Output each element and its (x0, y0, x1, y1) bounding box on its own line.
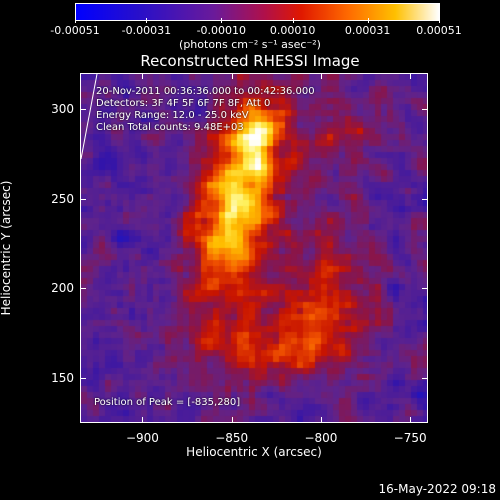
chart-title: Reconstructed RHESSI Image (140, 52, 360, 70)
x-tickmark (231, 73, 233, 79)
colorbar-tick-label: 0.00051 (416, 24, 462, 37)
colorbar-tickmark (439, 18, 440, 23)
footer-timestamp: 16-May-2022 09:18 (378, 482, 496, 496)
plot-area: 20-Nov-2011 00:36:36.000 to 00:42:36.000… (80, 73, 428, 423)
x-axis-label: Heliocentric X (arcsec) (186, 445, 322, 459)
y-axis-label: Heliocentric Y (arcsec) (0, 180, 13, 316)
colorbar-tick-label: -0.00031 (121, 24, 172, 37)
x-tick-label: −850 (215, 431, 249, 445)
y-tickmark (422, 288, 428, 290)
y-tick-label: 300 (51, 101, 74, 116)
y-tickmark (422, 198, 428, 200)
annotation-detectors: Detectors: 3F 4F 5F 6F 7F 8F, Att 0 (96, 98, 271, 109)
colorbar-tickmark (292, 18, 294, 23)
y-tick-label: 200 (51, 281, 74, 296)
annotation-time-range: 20-Nov-2011 00:36:36.000 to 00:42:36.000 (96, 86, 315, 97)
colorbar-tickmark (146, 18, 148, 23)
x-tickmark (320, 417, 322, 423)
colorbar-tickmark (367, 18, 369, 23)
colorbar-units: (photons cm⁻² s⁻¹ asec⁻²) (179, 38, 321, 51)
colorbar-tick-label: 0.00031 (344, 24, 391, 37)
y-tickmark (422, 108, 428, 110)
annotation-clean-counts: Clean Total counts: 9.48E+03 (96, 122, 244, 133)
y-tickmark (80, 108, 86, 110)
colorbar-tickmark (75, 18, 76, 23)
x-tickmark (231, 417, 233, 423)
x-tick-label: −800 (304, 431, 338, 445)
y-tick-label: 150 (51, 371, 74, 386)
colorbar-tick-label: 0.00010 (269, 24, 316, 37)
y-tick-label: 250 (51, 191, 74, 206)
x-tickmark (142, 73, 144, 79)
x-tickmark (320, 73, 322, 79)
colorbar-tick-label: -0.00010 (196, 24, 247, 37)
x-tickmark (410, 73, 412, 79)
annotation-peak-position: Position of Peak = [-835,280] (94, 397, 241, 408)
heatmap-image (81, 74, 427, 422)
limb-line (81, 74, 98, 160)
colorbar (75, 3, 440, 21)
annotation-energy-range: Energy Range: 12.0 - 25.0 keV (96, 110, 249, 121)
y-tickmark (80, 378, 86, 380)
x-tickmark (410, 417, 412, 423)
x-tick-label: −750 (393, 431, 427, 445)
colorbar-tick-label: -0.00051 (50, 24, 100, 37)
colorbar-tickmark (221, 18, 223, 23)
x-tickmark (142, 417, 144, 423)
y-tickmark (80, 288, 86, 290)
y-tickmark (80, 198, 86, 200)
colorbar-gradient (76, 4, 439, 20)
x-tick-label: −900 (125, 431, 159, 445)
y-tickmark (422, 378, 428, 380)
